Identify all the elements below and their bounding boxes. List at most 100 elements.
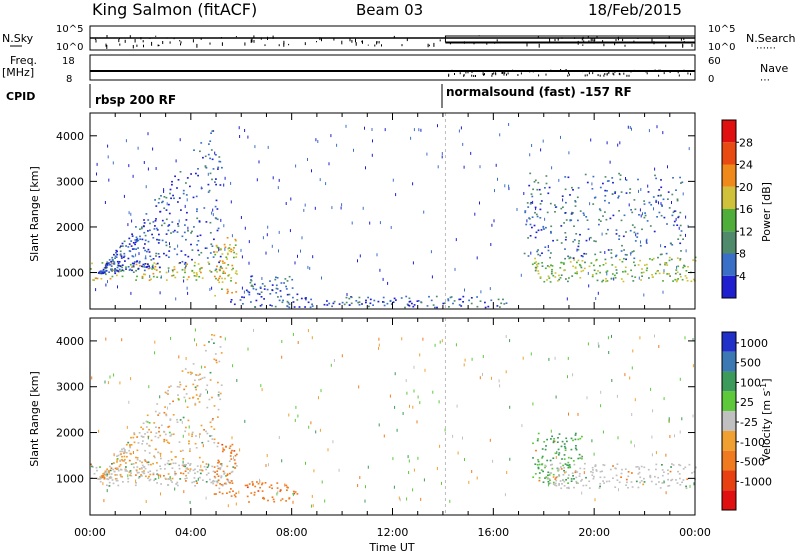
echo-cell	[593, 240, 596, 242]
echo-cell	[660, 202, 662, 206]
echo-cell	[644, 214, 647, 217]
echo-cell	[227, 247, 230, 250]
echo-cell	[340, 206, 342, 210]
echo-cell	[102, 270, 105, 273]
time-axis-label: Time UT	[368, 541, 414, 554]
echo-cell	[493, 219, 495, 223]
echo-cell	[688, 147, 690, 151]
echo-cell	[192, 383, 195, 386]
echo-cell	[410, 136, 412, 140]
echo-cell	[441, 481, 442, 485]
echo-cell	[399, 498, 401, 502]
echo-cell	[463, 363, 465, 367]
echo-cell	[147, 477, 149, 480]
echo-cell	[152, 258, 155, 260]
echo-cell	[547, 477, 549, 479]
echo-cell	[196, 210, 198, 213]
echo-cell	[111, 259, 114, 262]
echo-cell	[202, 444, 204, 448]
echo-cell	[364, 126, 365, 130]
echo-cell	[212, 130, 215, 132]
echo-cell	[240, 248, 242, 252]
echo-cell	[435, 295, 438, 298]
echo-cell	[140, 474, 143, 476]
echo-cell	[113, 262, 115, 265]
echo-cell	[231, 291, 233, 294]
echo-cell	[199, 393, 202, 395]
echo-cell	[174, 472, 177, 475]
echo-cell	[620, 476, 622, 478]
echo-cell	[137, 146, 139, 150]
echo-cell	[116, 260, 119, 263]
echo-cell	[470, 302, 473, 305]
echo-cell	[165, 414, 168, 417]
nsky-sample	[617, 36, 619, 41]
echo-cell	[174, 487, 176, 491]
echo-cell	[624, 468, 627, 470]
echo-cell	[350, 296, 353, 299]
echo-cell	[142, 265, 144, 268]
echo-cell	[150, 259, 153, 261]
freq-sample	[567, 74, 569, 77]
echo-cell	[227, 479, 230, 481]
echo-cell	[215, 277, 217, 280]
echo-cell	[527, 237, 529, 239]
echo-cell	[159, 434, 162, 437]
echo-cell	[297, 254, 298, 258]
echo-cell	[692, 414, 694, 418]
echo-cell	[198, 254, 201, 256]
echo-cell	[625, 179, 628, 181]
echo-cell	[533, 181, 536, 183]
echo-cell	[625, 484, 627, 486]
echo-cell	[262, 236, 264, 240]
freq-sample	[630, 70, 632, 73]
echo-cell	[452, 434, 454, 438]
echo-cell	[136, 449, 139, 452]
echo-cell	[222, 447, 224, 451]
echo-cell	[615, 254, 618, 257]
echo-cell	[156, 238, 158, 241]
echo-cell	[549, 479, 551, 482]
echo-cell	[138, 471, 140, 474]
echo-cell	[412, 405, 414, 409]
echo-cell	[682, 266, 685, 269]
echo-cell	[537, 438, 539, 440]
echo-cell	[537, 181, 540, 184]
echo-cell	[580, 480, 582, 482]
echo-cell	[655, 177, 657, 180]
echo-cell	[554, 478, 557, 480]
echo-cell	[666, 223, 668, 225]
echo-cell	[205, 496, 207, 500]
nsky-sample	[200, 37, 202, 40]
nsky-sample	[235, 36, 237, 38]
echo-cell	[534, 266, 537, 269]
echo-cell	[178, 464, 180, 467]
echo-cell	[578, 453, 581, 456]
echo-cell	[107, 144, 109, 148]
echo-cell	[123, 255, 126, 257]
echo-cell	[537, 466, 540, 469]
echo-cell	[357, 259, 358, 263]
echo-cell	[153, 422, 156, 424]
echo-cell	[103, 473, 106, 476]
echo-cell	[182, 449, 184, 452]
echo-cell	[154, 220, 157, 222]
echo-cell	[161, 201, 163, 204]
echo-cell	[115, 252, 117, 254]
echo-cell	[217, 416, 219, 418]
echo-cell	[595, 272, 598, 275]
echo-cell	[210, 481, 213, 484]
echo-cell	[140, 227, 143, 230]
echo-cell	[225, 475, 227, 477]
echo-cell	[659, 253, 662, 256]
freq-trace	[90, 69, 695, 77]
echo-cell	[658, 211, 661, 214]
freq-sample	[517, 74, 519, 76]
echo-cell	[173, 197, 175, 200]
echo-cell	[612, 181, 614, 184]
echo-cell	[218, 261, 220, 264]
nsky-sample	[588, 40, 590, 43]
echo-cell	[190, 243, 192, 246]
echo-cell	[599, 485, 601, 488]
echo-cell	[234, 462, 237, 465]
